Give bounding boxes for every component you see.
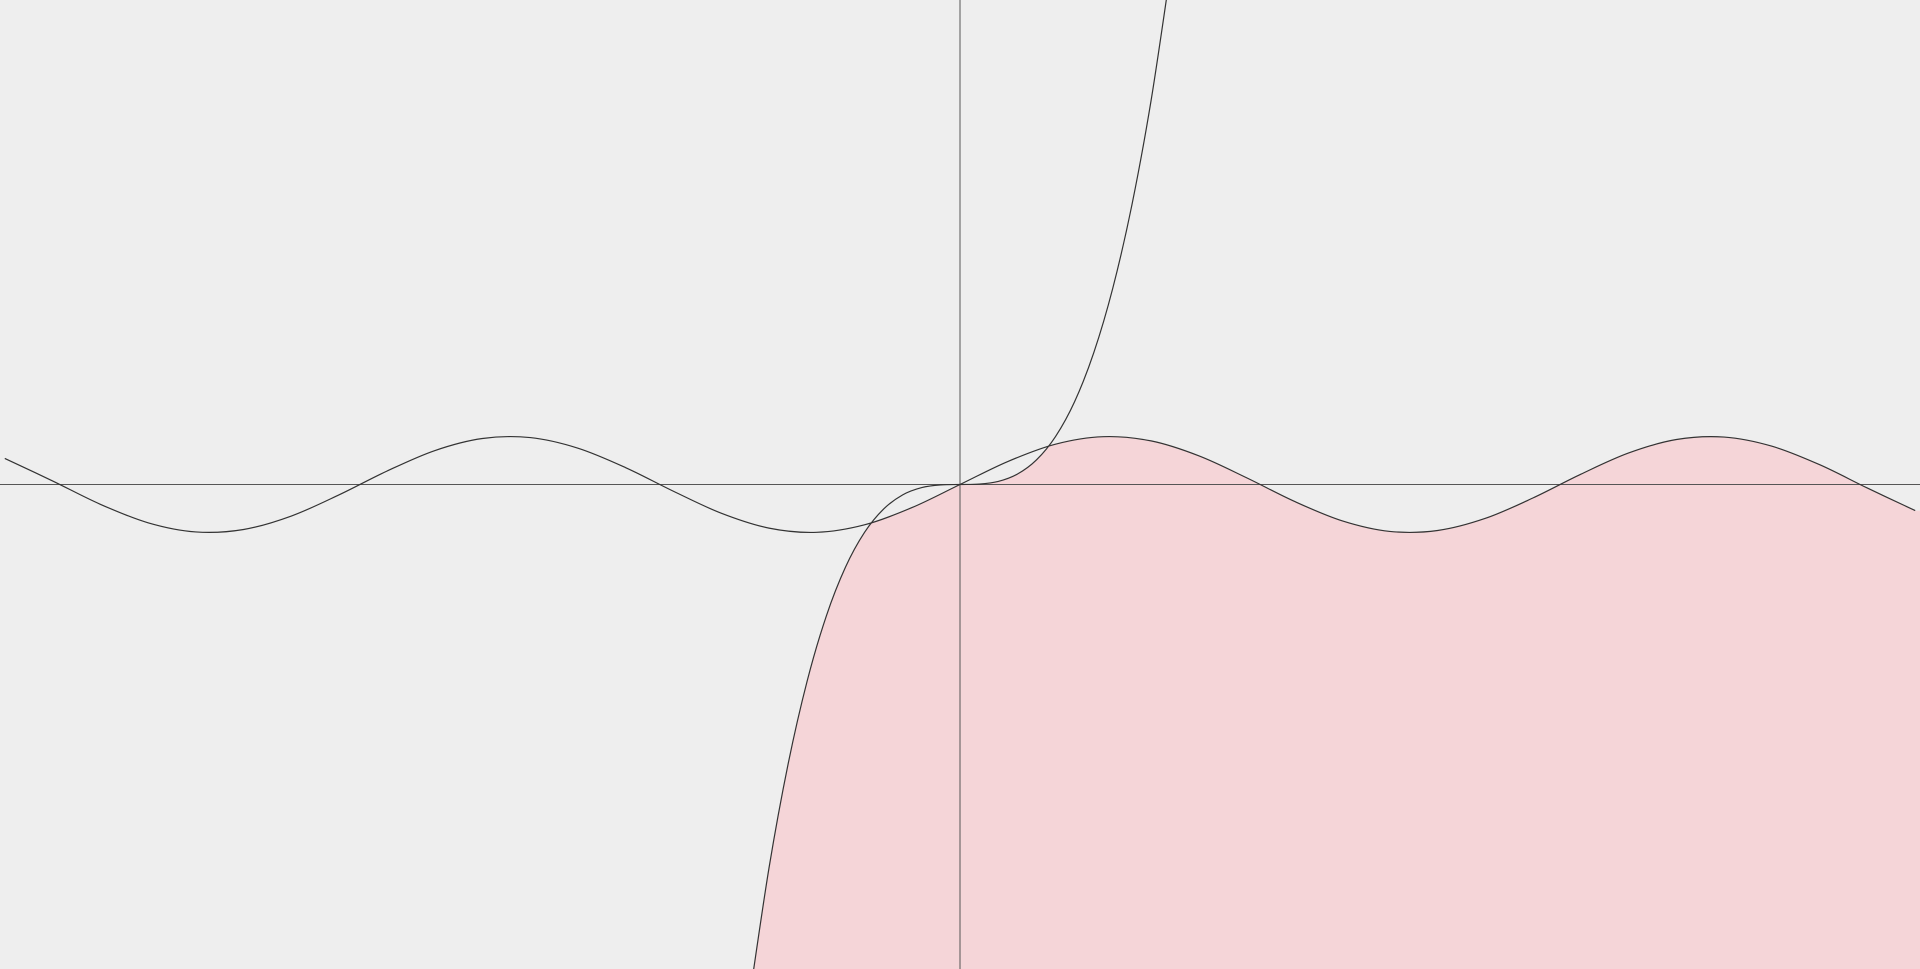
curve — [753, 0, 1167, 969]
